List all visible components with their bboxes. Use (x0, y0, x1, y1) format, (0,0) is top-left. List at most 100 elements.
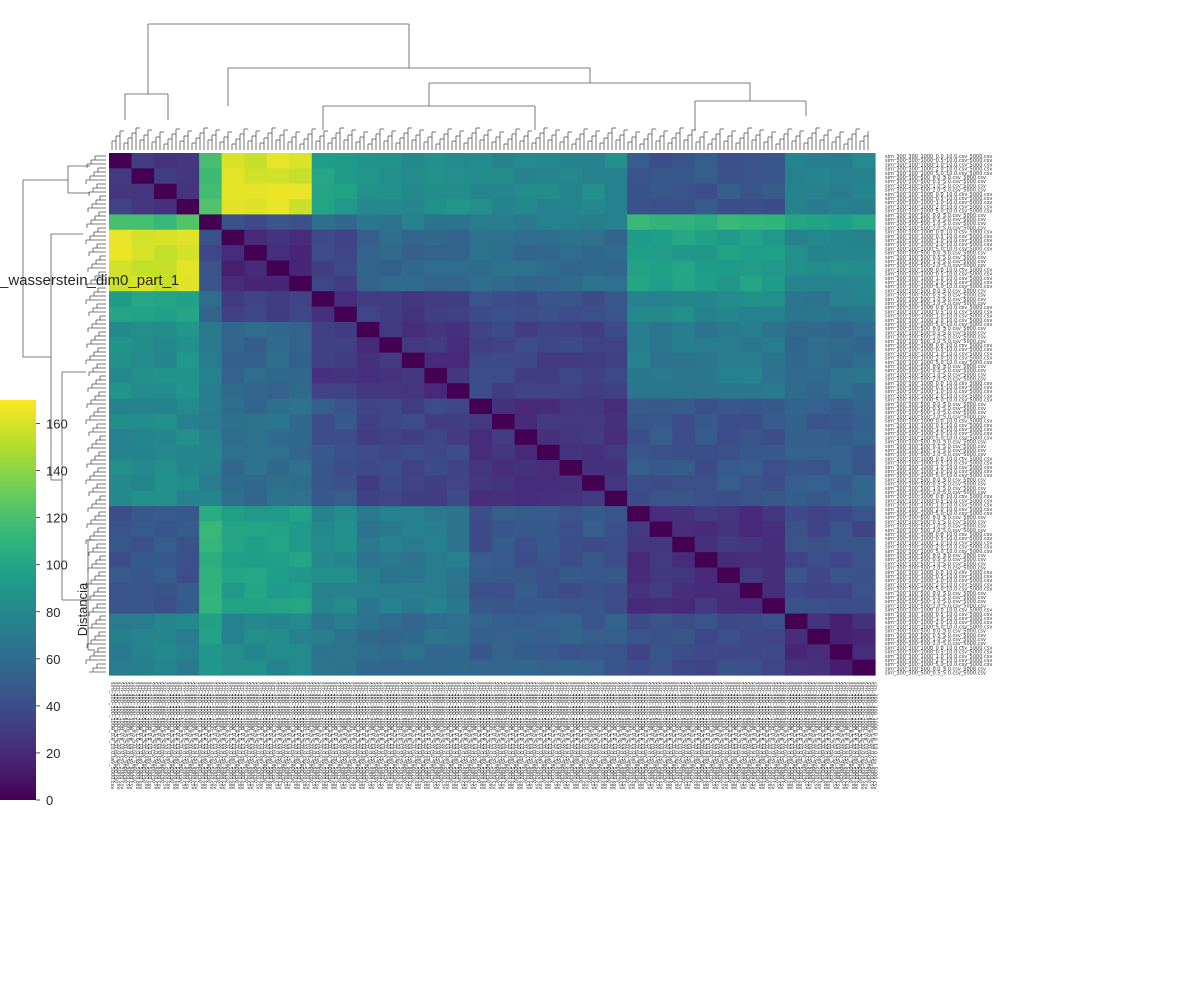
heatmap-cell (334, 168, 358, 185)
heatmap-cell (739, 628, 763, 645)
heatmap-cell (401, 229, 426, 246)
heatmap-cell (109, 444, 133, 461)
row-tick-label: sim_300_300_500_1.0_5.0.csv_5000.csv (885, 259, 986, 265)
heatmap-cell (311, 414, 335, 430)
row-dendrogram (22, 155, 106, 673)
heatmap-cell (492, 229, 516, 246)
heatmap-cell (424, 260, 448, 277)
heatmap-cell (356, 414, 380, 430)
heatmap-cell (829, 229, 854, 246)
heatmap-cell (514, 321, 538, 338)
heatmap-cell (762, 214, 786, 231)
row-tick-label: sim_300_300_500_1.0_5.0.csv_5000.csv (885, 183, 986, 189)
heatmap-cell (829, 321, 854, 338)
heatmap-cell (379, 536, 403, 553)
heatmap-cell (694, 429, 718, 446)
column-tick-label: sim_300_300_1000_0.0_10.0.csv_5000.csv (286, 682, 292, 789)
heatmap-cell (446, 214, 471, 231)
heatmap-cell (627, 260, 651, 277)
heatmap-cell (784, 444, 809, 461)
heatmap-cell (379, 367, 403, 384)
heatmap-cell (289, 552, 313, 569)
heatmap-cell (492, 260, 516, 277)
row-tick-label: sim_300_300_1000_5.0_10.0.csv_5000.csv (885, 587, 992, 593)
heatmap-cell (537, 229, 561, 246)
heatmap-cell (537, 444, 561, 461)
heatmap-cell (446, 598, 471, 615)
heatmap-cell (401, 306, 426, 323)
heatmap-cell (401, 490, 426, 507)
heatmap-cell (807, 552, 831, 569)
heatmap-cell (649, 260, 673, 277)
heatmap-cell (537, 383, 561, 400)
heatmap-cell (739, 444, 763, 461)
column-tick-label: sim_300_300_500_0.5_5.0.csv_5000.csv (577, 682, 583, 783)
row-tick-label: sim_300_300_1000_1.0_10.0.csv_5000.csv (885, 162, 992, 168)
heatmap-cell (739, 475, 763, 492)
column-tick-label: sim_300_300_1000_0.0_10.0.csv_5000.csv (332, 682, 338, 789)
heatmap-cell (266, 490, 290, 507)
heatmap-cell (469, 398, 493, 415)
heatmap-cell (807, 490, 831, 507)
row-tick-label: sim_300_300_1000_0.0_10.0.csv_5000.csv (885, 419, 992, 425)
heatmap-cell (469, 260, 493, 277)
heatmap-cell (672, 245, 696, 262)
heatmap-cell (199, 628, 223, 645)
heatmap-cell (807, 460, 831, 477)
column-tick-label: sim_300_300_500_0.5_5.0.csv_5000.csv (196, 682, 202, 783)
row-tick-label: sim_300_300_1000_5.0_10.0.csv_5000.csv (885, 549, 992, 555)
heatmap-cell (694, 383, 718, 400)
row-tick-label: sim_300_300_1000_5.0_10.0.csv_5000.csv (885, 322, 992, 328)
heatmap-cell (469, 567, 493, 584)
heatmap-cell (469, 644, 493, 661)
heatmap-cell (807, 168, 831, 185)
heatmap-cell (131, 536, 155, 553)
column-tick-label: sim_300_300_500_0.5_5.0.csv_5000.csv (261, 682, 267, 783)
heatmap-cell (739, 199, 763, 216)
heatmap-cell (694, 536, 718, 553)
heatmap-cell (672, 536, 696, 553)
heatmap-cell (717, 582, 741, 599)
heatmap-cell (379, 291, 403, 308)
heatmap-cell (154, 475, 178, 492)
heatmap-cell (131, 644, 155, 661)
heatmap-cell (154, 659, 178, 676)
heatmap-cell (176, 659, 200, 676)
heatmap-cell (582, 628, 606, 645)
heatmap-cell (356, 567, 380, 584)
heatmap-cell (311, 552, 335, 569)
heatmap-cell (537, 337, 561, 354)
heatmap-cell (109, 229, 133, 246)
heatmap-cell (266, 536, 290, 553)
heatmap-cell (154, 552, 178, 569)
heatmap-cell (694, 506, 718, 523)
heatmap-cell (762, 444, 786, 461)
heatmap-cell (537, 275, 561, 292)
heatmap-cell (131, 321, 155, 338)
colorbar-tick-label: 120 (46, 511, 68, 526)
heatmap-cell (379, 337, 403, 354)
heatmap-cell (514, 275, 538, 292)
heatmap-cell (356, 444, 380, 461)
row-tick-label: sim_300_300_500_0.0_5.0.csv_5000.csv (885, 629, 986, 635)
heatmap-cell (829, 490, 854, 507)
heatmap-cell (672, 367, 696, 384)
heatmap-cell (154, 214, 178, 231)
column-tick-label: sim_300_300_2000_1.0_20.0.csv_5000.csv (562, 682, 568, 789)
heatmap-cell (311, 168, 335, 185)
heatmap-cell (199, 644, 223, 661)
heatmap-cell (266, 199, 290, 216)
heatmap-cell (784, 582, 809, 599)
heatmap-cell (131, 567, 155, 584)
heatmap-cell (717, 567, 741, 584)
heatmap-cell (852, 153, 876, 169)
heatmap-cell (807, 153, 831, 169)
heatmap-cell (537, 506, 561, 523)
column-tick-label: sim_300_300_2000_1.0_20.0.csv_5000.csv (571, 682, 577, 789)
heatmap-cell (694, 644, 718, 661)
heatmap-cell (784, 567, 809, 584)
column-tick-label: sim_300_300_1000_0.0_10.0.csv_5000.csv (788, 682, 794, 789)
heatmap-cell (401, 337, 426, 354)
heatmap-cell (446, 291, 471, 308)
heatmap-cell (627, 598, 651, 615)
